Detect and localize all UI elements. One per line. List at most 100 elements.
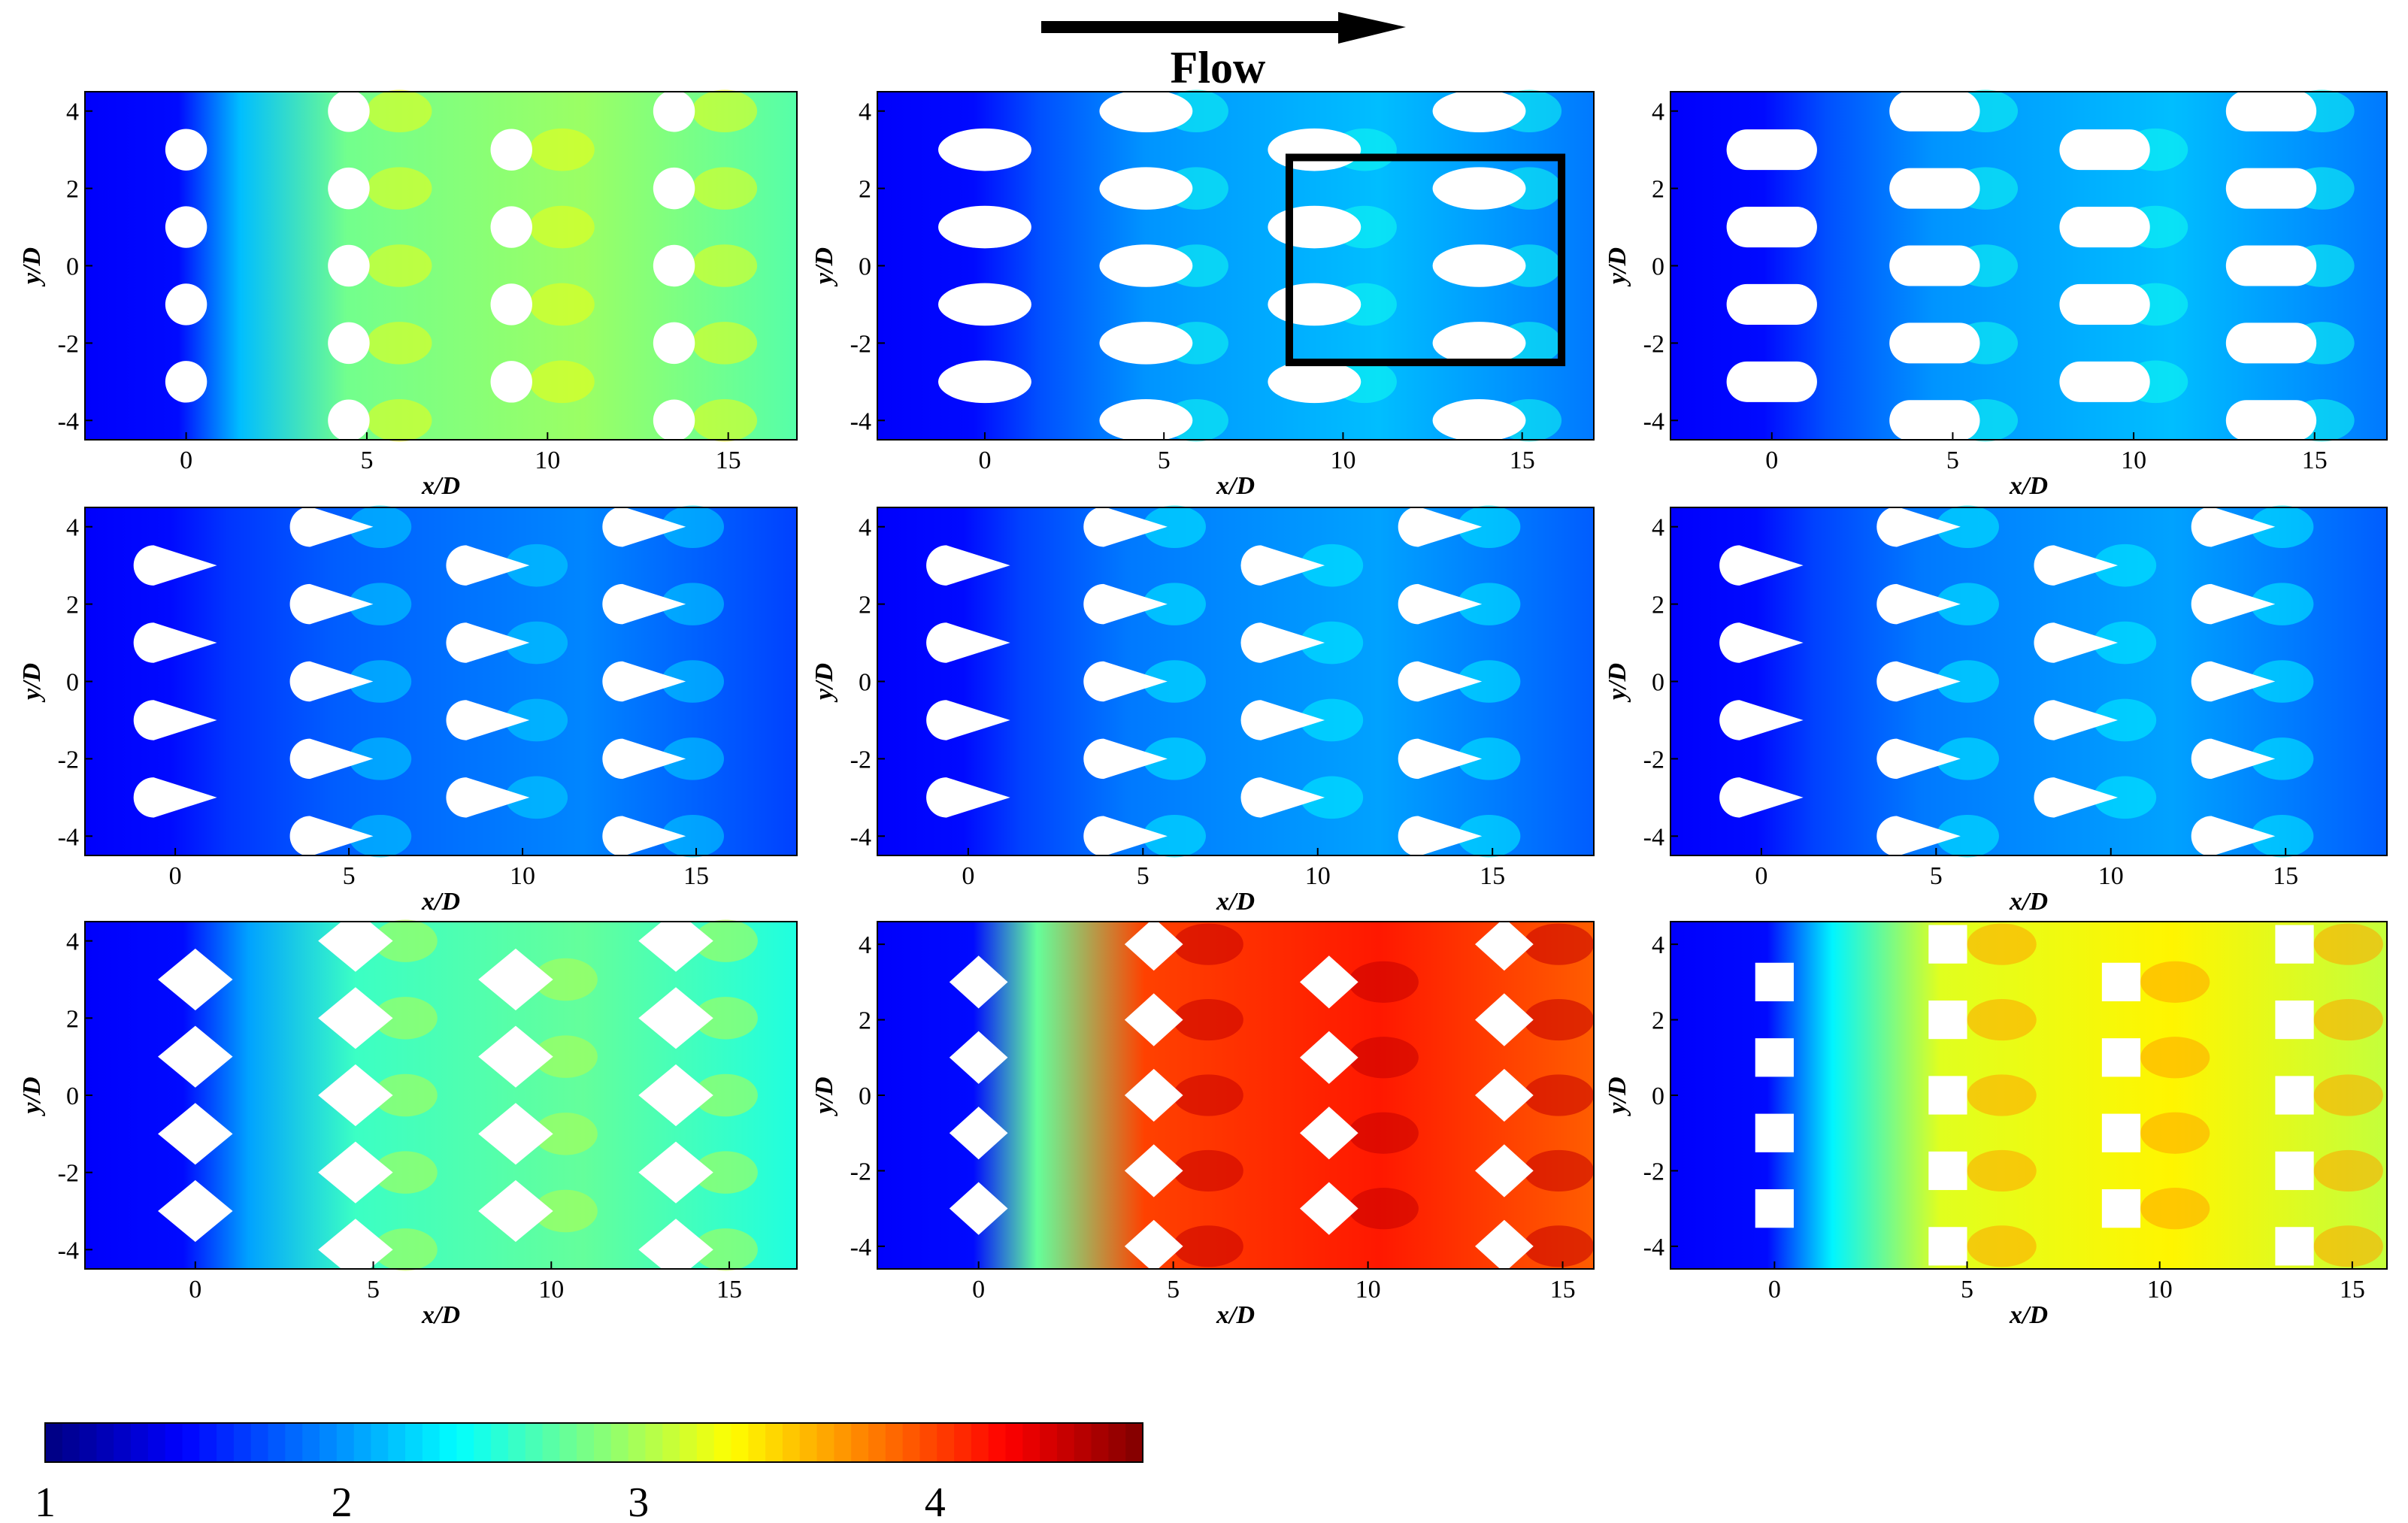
y-tick-label: 0 — [859, 1082, 871, 1110]
obstacle-teardrop — [446, 777, 530, 818]
colorbar-segment — [954, 1423, 972, 1462]
x-tick-label: 15 — [2302, 447, 2328, 474]
wake-spot — [1143, 737, 1206, 780]
obstacle-square — [1755, 1189, 1794, 1228]
colorbar-segment — [217, 1423, 235, 1462]
obstacle-teardrop — [1398, 661, 1483, 702]
wake-spot — [2250, 660, 2314, 703]
colorbar-segment — [62, 1423, 80, 1462]
wake-spot — [1173, 1074, 1243, 1116]
obstacle-ellipse — [1432, 167, 1526, 210]
obstacle-circle — [165, 283, 207, 325]
colorbar-segment — [680, 1423, 698, 1462]
y-tick-label: -4 — [1643, 407, 1664, 435]
colorbar-tick-label: 3 — [628, 1479, 649, 1523]
obstacle-diamond — [1475, 1219, 1534, 1269]
y-tick-label: 2 — [66, 1005, 79, 1033]
obstacle-oval — [2059, 361, 2150, 402]
obstacle-oval — [1726, 283, 1817, 325]
obstacle-teardrop — [1240, 622, 1325, 663]
colorbar-tick-label: 4 — [925, 1479, 946, 1523]
obstacle-teardrop — [602, 583, 686, 625]
obstacle-diamond — [1124, 1068, 1183, 1122]
y-tick-label: 2 — [1652, 592, 1664, 619]
panel-row3-col3: 0 5 10 15 4 2 0 -2 -4 x/D y/D — [1604, 921, 2388, 1329]
obstacle-oval — [2059, 283, 2150, 325]
x-tick-label: 15 — [716, 447, 741, 474]
y-tick-label: 2 — [66, 592, 79, 619]
y-tick-label: 2 — [859, 1007, 871, 1035]
obstacle-square — [1928, 1076, 1967, 1115]
obstacles — [133, 507, 686, 855]
colorbar-segment — [731, 1423, 750, 1462]
obstacle-diamond — [1475, 993, 1534, 1046]
colorbar-segment — [371, 1423, 389, 1462]
wake-spot — [1523, 923, 1594, 965]
obstacle-oval — [2225, 168, 2317, 209]
colorbar-segment — [422, 1423, 441, 1462]
wake-spot — [1523, 1149, 1594, 1192]
obstacle-square — [2275, 1227, 2314, 1266]
wake-spot — [1348, 1188, 1419, 1230]
y-tick-label: 0 — [1652, 253, 1664, 281]
obstacle-teardrop — [1083, 661, 1168, 702]
obstacle-teardrop — [446, 700, 530, 740]
obstacle-diamond — [1124, 1144, 1183, 1198]
x-tick-label: 5 — [1167, 1276, 1180, 1303]
wake-spot — [533, 1035, 598, 1078]
x-tick-label: 0 — [962, 862, 974, 890]
obstacles — [938, 92, 1526, 440]
wake-spot — [1457, 660, 1521, 703]
colorbar-segment — [937, 1423, 955, 1462]
x-axis-label: x/D — [2009, 1301, 2048, 1329]
obstacle-oval — [1726, 361, 1817, 402]
colorbar-segment — [388, 1423, 406, 1462]
obstacle-ellipse — [1432, 322, 1526, 365]
wake-spot — [1523, 1225, 1594, 1267]
obstacle-square — [2101, 1038, 2141, 1077]
obstacle-diamond — [949, 955, 1008, 1009]
flow-indicator: Flow — [1041, 12, 1406, 92]
y-tick-label: -2 — [58, 746, 79, 774]
x-tick-label: 15 — [1510, 447, 1535, 474]
obstacle-diamond — [638, 1141, 713, 1204]
colorbar-segment — [474, 1423, 492, 1462]
y-tick-label: 2 — [1652, 1007, 1664, 1035]
obstacle-circle — [165, 206, 207, 248]
obstacle-teardrop — [602, 661, 686, 702]
x-tick-label: 10 — [510, 862, 535, 890]
colorbar-segment — [79, 1423, 98, 1462]
obstacle-teardrop — [926, 777, 1010, 818]
wake-spot — [2250, 505, 2314, 549]
wake-spot — [661, 660, 724, 703]
obstacle-diamond — [318, 1219, 393, 1269]
obstacle-square — [1928, 925, 1967, 964]
panel-row2-col1: 0 5 10 15 4 2 0 -2 -4 x/D y/D — [18, 505, 798, 916]
colorbar-segment — [405, 1423, 423, 1462]
wake-spot — [529, 283, 595, 326]
colorbar-segment — [353, 1423, 372, 1462]
y-tick-label: 2 — [859, 592, 871, 619]
wake-spot — [1457, 814, 1521, 858]
obstacle-teardrop — [1083, 738, 1168, 780]
x-tick-label: 10 — [535, 447, 560, 474]
obstacle-diamond — [1475, 1068, 1534, 1122]
wake-spot — [2313, 998, 2383, 1041]
x-tick-label: 10 — [1305, 862, 1331, 890]
wake-spot — [693, 1228, 758, 1271]
colorbar-segment — [147, 1423, 166, 1462]
obstacle-diamond — [949, 1107, 1008, 1160]
obstacle-diamond — [478, 1025, 553, 1088]
wake-spot — [1300, 698, 1364, 742]
y-tick-label: -4 — [1643, 1234, 1664, 1261]
wake-spot — [2313, 923, 2383, 965]
wake-spot — [1143, 814, 1206, 858]
obstacle-diamond — [1475, 922, 1534, 971]
wake-spot — [1936, 660, 1999, 703]
wake-spot — [2140, 1112, 2210, 1154]
wake-spot — [373, 919, 438, 962]
x-tick-label: 0 — [1768, 1276, 1781, 1303]
colorbar-tick-label: 2 — [332, 1479, 353, 1523]
panel-row1-col1: 0 5 10 15 4 2 0 -2 -4 x/D y/D — [18, 89, 798, 500]
